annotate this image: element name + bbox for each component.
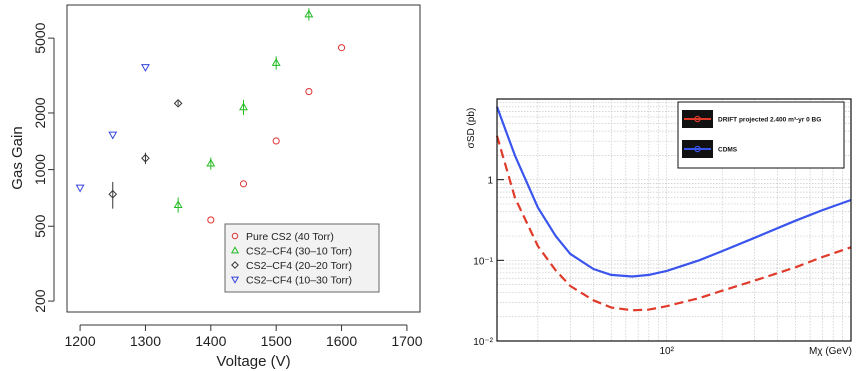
- y-tick-label: 200: [32, 289, 48, 313]
- data-point: [140, 64, 150, 72]
- data-point: [305, 87, 313, 96]
- plot-frame: [496, 98, 852, 342]
- x-tick-label: 1300: [130, 333, 161, 349]
- x-tick-label: 1700: [391, 333, 422, 349]
- data-point: [173, 99, 183, 108]
- cross-section-limit-chart: 1 10⁻¹ 10⁻² σSD (pb) 10² Mχ (GeV) DRIFT projec…: [466, 98, 852, 357]
- data-point: [271, 58, 281, 66]
- y-tick-label: 10⁻¹: [473, 256, 493, 267]
- legend-label: CS2–CF4 (10–30 Torr): [246, 275, 352, 287]
- y-tick-label: 500: [32, 214, 48, 238]
- series-line: [495, 135, 852, 312]
- y-tick-label: 10⁻²: [473, 337, 493, 348]
- legend-marker: [230, 276, 240, 284]
- y-tick-label: 1: [487, 176, 493, 187]
- data-point: [75, 184, 85, 193]
- data-point: [108, 189, 118, 199]
- data-point: [304, 9, 314, 18]
- data-point: [108, 131, 118, 140]
- data-point: [239, 180, 248, 188]
- x-tick-label: 1400: [195, 333, 226, 349]
- y-axis-label: Gas Gain: [9, 126, 26, 189]
- legend-marker: [694, 145, 701, 153]
- legend-label: CDMS: [718, 147, 738, 154]
- x-tick-label: 1500: [261, 333, 292, 349]
- legend-label: CS2–CF4 (30–10 Torr): [246, 246, 352, 258]
- legend-label: DRIFT projected 2.400 m³-yr 0 BG: [718, 117, 821, 124]
- legend-marker: [694, 115, 701, 123]
- legend-box: [224, 223, 380, 293]
- data-point: [272, 137, 280, 145]
- legend-marker: [231, 261, 239, 269]
- y-axis-label: σSD (pb): [466, 108, 477, 149]
- y-tick-label: 1000: [32, 154, 48, 185]
- data-point: [173, 200, 183, 209]
- x-tick-label: 1600: [326, 333, 357, 349]
- x-axis-label: Voltage (V): [216, 353, 290, 370]
- y-tick-label: 5000: [32, 22, 48, 53]
- x-tick-label: 10²: [659, 346, 674, 357]
- plot-frame: [66, 4, 421, 313]
- legend-label: CS2–CF4 (20–20 Torr): [246, 260, 352, 272]
- legend-marker: [231, 232, 239, 240]
- series-line: [495, 106, 852, 278]
- x-axis-label: Mχ (GeV): [809, 346, 852, 357]
- x-tick-label: 1200: [64, 333, 95, 349]
- y-tick-label: 2000: [32, 97, 48, 128]
- data-point: [141, 153, 150, 163]
- gas-gain-chart: 1200 1300 1400 1500 1600 1700 Voltage (V) 200 50…: [9, 4, 423, 370]
- data-point: [337, 44, 346, 52]
- legend-marker: [230, 246, 240, 254]
- data-point: [206, 158, 216, 167]
- data-point: [239, 102, 248, 111]
- data-point: [207, 216, 215, 224]
- legend-label: Pure CS2 (40 Torr): [246, 231, 334, 243]
